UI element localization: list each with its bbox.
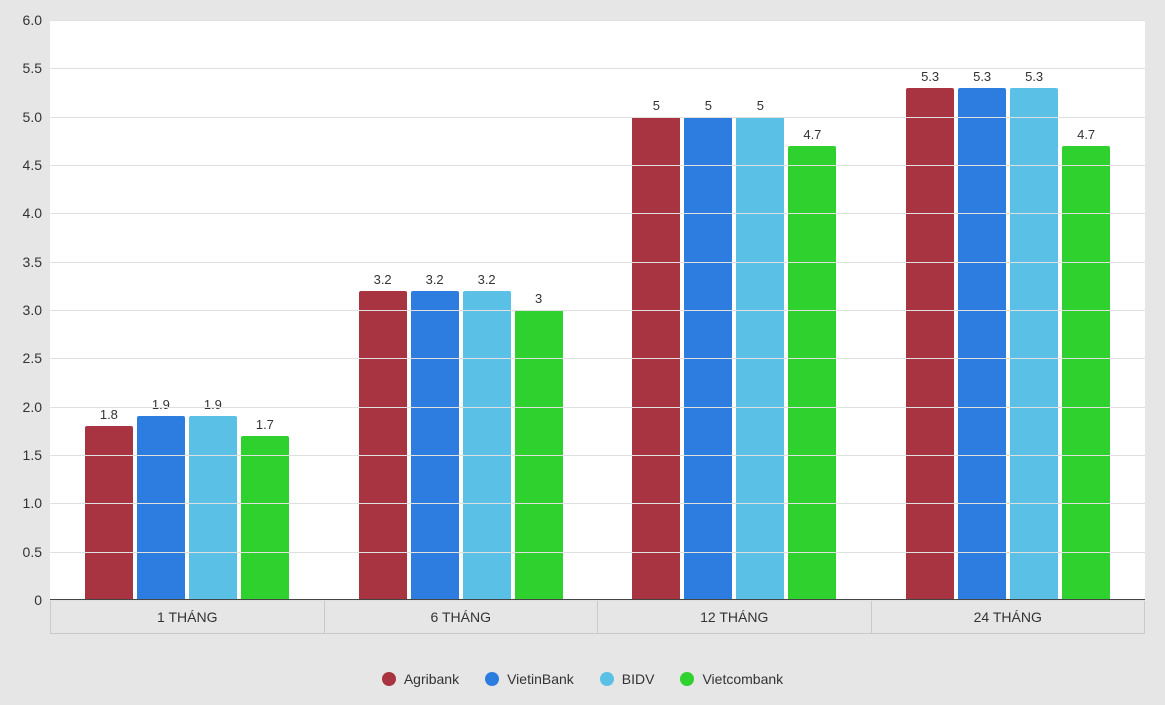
bar-value-label: 5: [653, 98, 660, 117]
legend-label: VietinBank: [507, 671, 574, 687]
gridline: [50, 68, 1145, 69]
y-tick-label: 1.5: [23, 447, 50, 463]
y-tick-label: 2.0: [23, 399, 50, 415]
bar-value-label: 3: [535, 291, 542, 310]
x-category-label: 12 THÁNG: [598, 600, 872, 634]
y-tick-label: 2.5: [23, 350, 50, 366]
y-tick-label: 3.5: [23, 254, 50, 270]
bar-value-label: 5.3: [921, 69, 939, 88]
bar-value-label: 4.7: [1077, 127, 1095, 146]
gridline: [50, 407, 1145, 408]
y-tick-label: 0.5: [23, 544, 50, 560]
y-tick-label: 4.5: [23, 157, 50, 173]
legend-swatch: [680, 672, 694, 686]
legend-item: BIDV: [600, 671, 655, 687]
legend-item: Agribank: [382, 671, 459, 687]
gridline: [50, 358, 1145, 359]
bar-value-label: 3.2: [478, 272, 496, 291]
bar-fill: 1.7: [241, 436, 289, 600]
y-tick-label: 0: [34, 592, 50, 608]
x-axis-categories: 1 THÁNG6 THÁNG12 THÁNG24 THÁNG: [50, 600, 1145, 634]
bar-fill: 3.2: [411, 291, 459, 600]
y-tick-label: 4.0: [23, 205, 50, 221]
gridline: [50, 262, 1145, 263]
y-tick-label: 1.0: [23, 495, 50, 511]
bar-value-label: 1.7: [256, 417, 274, 436]
y-tick-label: 5.5: [23, 60, 50, 76]
gridline: [50, 20, 1145, 21]
x-category-label: 1 THÁNG: [51, 600, 325, 634]
legend-item: VietinBank: [485, 671, 574, 687]
legend-swatch: [382, 672, 396, 686]
chart-container: 1.81.91.91.73.23.23.235554.75.35.35.34.7…: [0, 0, 1165, 661]
bar-fill: 3.2: [463, 291, 511, 600]
legend-label: Agribank: [404, 671, 459, 687]
bar-value-label: 3.2: [374, 272, 392, 291]
legend-label: Vietcombank: [702, 671, 783, 687]
bar-value-label: 3.2: [426, 272, 444, 291]
bar-value-label: 1.8: [100, 407, 118, 426]
x-category-label: 6 THÁNG: [325, 600, 599, 634]
gridline: [50, 455, 1145, 456]
gridline: [50, 552, 1145, 553]
bar-value-label: 5: [757, 98, 764, 117]
gridline: [50, 503, 1145, 504]
gridline: [50, 165, 1145, 166]
gridline: [50, 310, 1145, 311]
y-tick-label: 5.0: [23, 109, 50, 125]
bar-fill: 3.2: [359, 291, 407, 600]
bar-fill: 1.9: [189, 416, 237, 600]
y-tick-label: 3.0: [23, 302, 50, 318]
bar-value-label: 5.3: [973, 69, 991, 88]
gridline: [50, 213, 1145, 214]
x-category-label: 24 THÁNG: [872, 600, 1146, 634]
bar-fill: 1.9: [137, 416, 185, 600]
legend: Agribank VietinBank BIDV Vietcombank: [0, 661, 1165, 705]
legend-item: Vietcombank: [680, 671, 783, 687]
legend-swatch: [485, 672, 499, 686]
bar-value-label: 4.7: [803, 127, 821, 146]
legend-label: BIDV: [622, 671, 655, 687]
bar-value-label: 5.3: [1025, 69, 1043, 88]
plot-area: 1.81.91.91.73.23.23.235554.75.35.35.34.7…: [50, 20, 1145, 600]
bar-fill: 1.8: [85, 426, 133, 600]
gridline: [50, 117, 1145, 118]
gridline: [50, 600, 1145, 601]
y-tick-label: 6.0: [23, 12, 50, 28]
bar-value-label: 5: [705, 98, 712, 117]
legend-swatch: [600, 672, 614, 686]
